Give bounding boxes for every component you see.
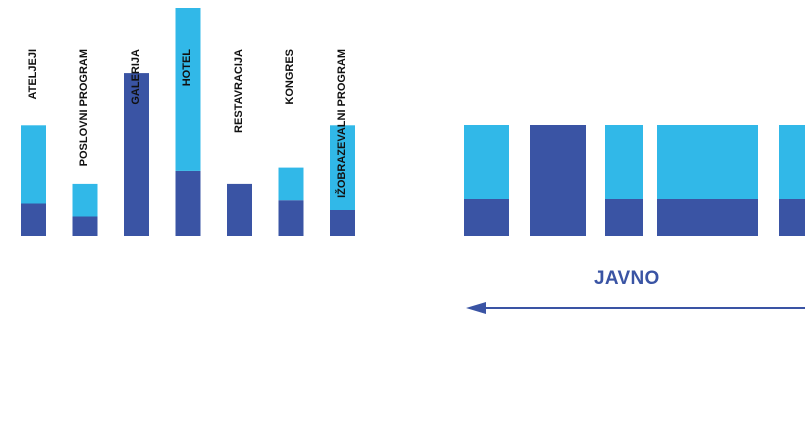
category-label-hotel: HOTEL (181, 49, 193, 87)
left-arrow (466, 302, 805, 314)
block-segment-light (464, 125, 509, 199)
arrow-head (466, 302, 486, 314)
category-label-kongres: KONGRES (284, 49, 296, 105)
bar-segment-dark (21, 203, 46, 236)
bar-segment-dark (72, 216, 98, 236)
block-segment-dark (779, 199, 805, 236)
left-bar-chart (21, 8, 355, 236)
bar-segment-light (175, 8, 201, 171)
block-segment-dark (464, 199, 509, 236)
block-segment-light (779, 125, 805, 199)
category-label-poslovni-program: POSLOVNI PROGRAM (78, 49, 90, 167)
bar-segment-light (330, 125, 355, 210)
bar-segment-dark (278, 200, 304, 236)
category-label-ateljeji: ATELJEJI (27, 49, 39, 100)
bar-segment-dark (330, 209, 355, 236)
block-segment-dark (530, 125, 586, 236)
block-segment-dark (605, 199, 643, 236)
right-block-diagram (464, 125, 805, 236)
block-segment-light (657, 125, 758, 199)
bar-segment-dark (227, 183, 252, 236)
block-segment-dark (657, 199, 758, 236)
block-segment-light (605, 125, 643, 199)
bar-segment-light (72, 183, 98, 217)
category-label-izobrazevalni-program: IŽOBRAZEVALNI PROGRAM (336, 49, 348, 198)
bar-segment-dark (124, 73, 149, 236)
bar-segment-light (21, 125, 46, 204)
bar-segment-dark (175, 170, 201, 236)
bar-segment-light (278, 167, 304, 201)
category-label-galerija: GALERIJA (130, 49, 142, 105)
category-label-restavracija: RESTAVRACIJA (233, 49, 245, 133)
javno-label: JAVNO (594, 268, 660, 289)
